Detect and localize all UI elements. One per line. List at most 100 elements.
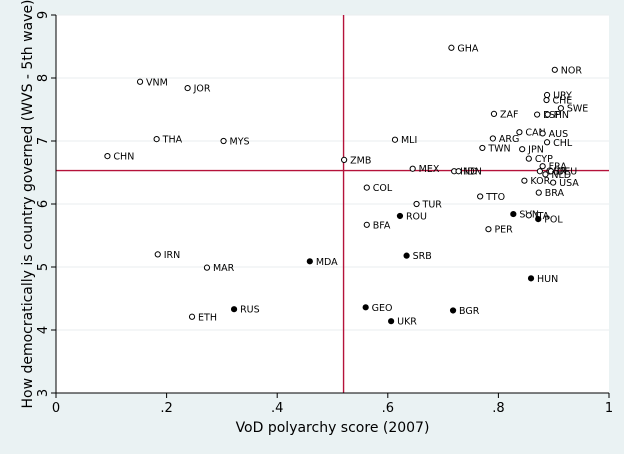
data-point-label: UKR [397, 317, 417, 328]
data-point-label: SWE [567, 104, 588, 115]
data-point-label: ARG [499, 134, 519, 145]
data-point [188, 313, 196, 320]
data-point-label: ITA [535, 211, 550, 222]
y-tick-label: 6 [36, 200, 51, 208]
x-axis-title: VoD polyarchy score (2007) [236, 420, 430, 436]
data-point [230, 306, 238, 313]
data-point [527, 275, 535, 282]
data-point-label: MDA [316, 257, 338, 268]
data-point-label: ZMB [350, 155, 371, 166]
y-tick-label: 4 [36, 326, 51, 334]
data-point-label: PER [494, 225, 513, 236]
data-point-label: ZAF [500, 109, 518, 120]
data-point-label: BRA [545, 188, 565, 199]
y-tick-label: 9 [36, 11, 51, 19]
x-tick-label: .2 [160, 401, 172, 416]
data-point [525, 212, 532, 219]
data-point-label: USA [559, 178, 579, 189]
data-point-label: GEO [372, 303, 393, 314]
data-point [220, 137, 227, 145]
data-point [547, 168, 555, 175]
axes: 0 .2 .4 .6 .8 1 3 4 5 6 7 8 9 [36, 11, 613, 416]
data-point [477, 193, 484, 200]
data-point [557, 105, 564, 112]
y-tick-label: 5 [36, 263, 51, 271]
data-point [184, 84, 191, 92]
data-point-label: POL [544, 215, 563, 226]
data-point-label: HUN [537, 274, 558, 285]
data-point [448, 44, 455, 51]
x-tick-label: .6 [382, 401, 394, 416]
data-point [413, 200, 420, 208]
data-point-label: GBR [546, 167, 567, 178]
x-tick-label: .4 [271, 401, 283, 416]
data-point-label: JOR [193, 84, 211, 95]
data-point [363, 221, 370, 228]
x-tick-label: 0 [52, 401, 60, 416]
data-point [409, 165, 416, 172]
data-point-label: MEX [419, 164, 440, 175]
data-point [136, 78, 144, 85]
data-point-label: RUS [240, 305, 260, 316]
data-point [388, 318, 395, 325]
y-tick-label: 8 [36, 74, 51, 82]
data-point [516, 129, 523, 136]
data-point-label: URY [553, 91, 572, 102]
data-point-label: NOR [561, 65, 583, 76]
data-point-label: TWN [487, 143, 510, 154]
data-point [363, 184, 370, 191]
data-point [306, 258, 313, 265]
data-point [543, 139, 551, 146]
data-point [362, 304, 369, 311]
data-point-label: CHL [553, 138, 573, 149]
data-point-label: VNM [146, 77, 168, 88]
data-point-label: KOR [530, 176, 550, 187]
data-point [539, 130, 546, 137]
data-point [534, 111, 541, 118]
data-point-label: ETH [198, 312, 217, 323]
data-point [525, 155, 532, 162]
data-point-label: ROU [406, 211, 427, 222]
data-point [543, 91, 551, 99]
data-point-label: ESP [543, 110, 561, 121]
y-tick-label: 7 [36, 137, 51, 145]
data-point [391, 136, 399, 143]
data-point [535, 189, 542, 196]
data-point-label: NLD [551, 170, 571, 181]
data-point [449, 307, 457, 314]
data-point [341, 156, 348, 163]
data-point [536, 168, 543, 175]
data-point [535, 216, 542, 223]
data-point-label: MLI [401, 135, 417, 146]
data-point [203, 264, 211, 271]
data-point-label: MYS [230, 137, 250, 148]
data-point-label: COL [373, 183, 393, 194]
data-point [485, 226, 492, 233]
data-point-label: CHE [553, 96, 573, 107]
data-point-label: GHA [457, 43, 479, 54]
data-point [550, 179, 557, 186]
data-point [479, 144, 486, 152]
data-point [489, 135, 496, 142]
data-point-label: MAR [213, 263, 235, 274]
data-point [510, 210, 517, 218]
data-point-label: TUR [422, 200, 443, 211]
reference-lines [56, 15, 609, 393]
data-point-label: IDN [465, 167, 482, 178]
data-point [551, 66, 558, 73]
data-point-label: BFA [373, 220, 391, 231]
data-point [153, 136, 160, 143]
data-point-label: IRN [164, 250, 181, 261]
data-point [543, 96, 550, 104]
data-point [519, 146, 526, 153]
data-point-label: SRB [413, 251, 432, 262]
data-point-label: TTO [485, 192, 505, 203]
data-point-label: BGR [459, 306, 480, 317]
data-point [521, 177, 528, 184]
y-tick-label: 3 [36, 389, 51, 397]
y-axis-title: How democratically is country governed (… [20, 0, 36, 409]
data-point [396, 212, 404, 220]
data-point-label: CYP [535, 154, 553, 165]
